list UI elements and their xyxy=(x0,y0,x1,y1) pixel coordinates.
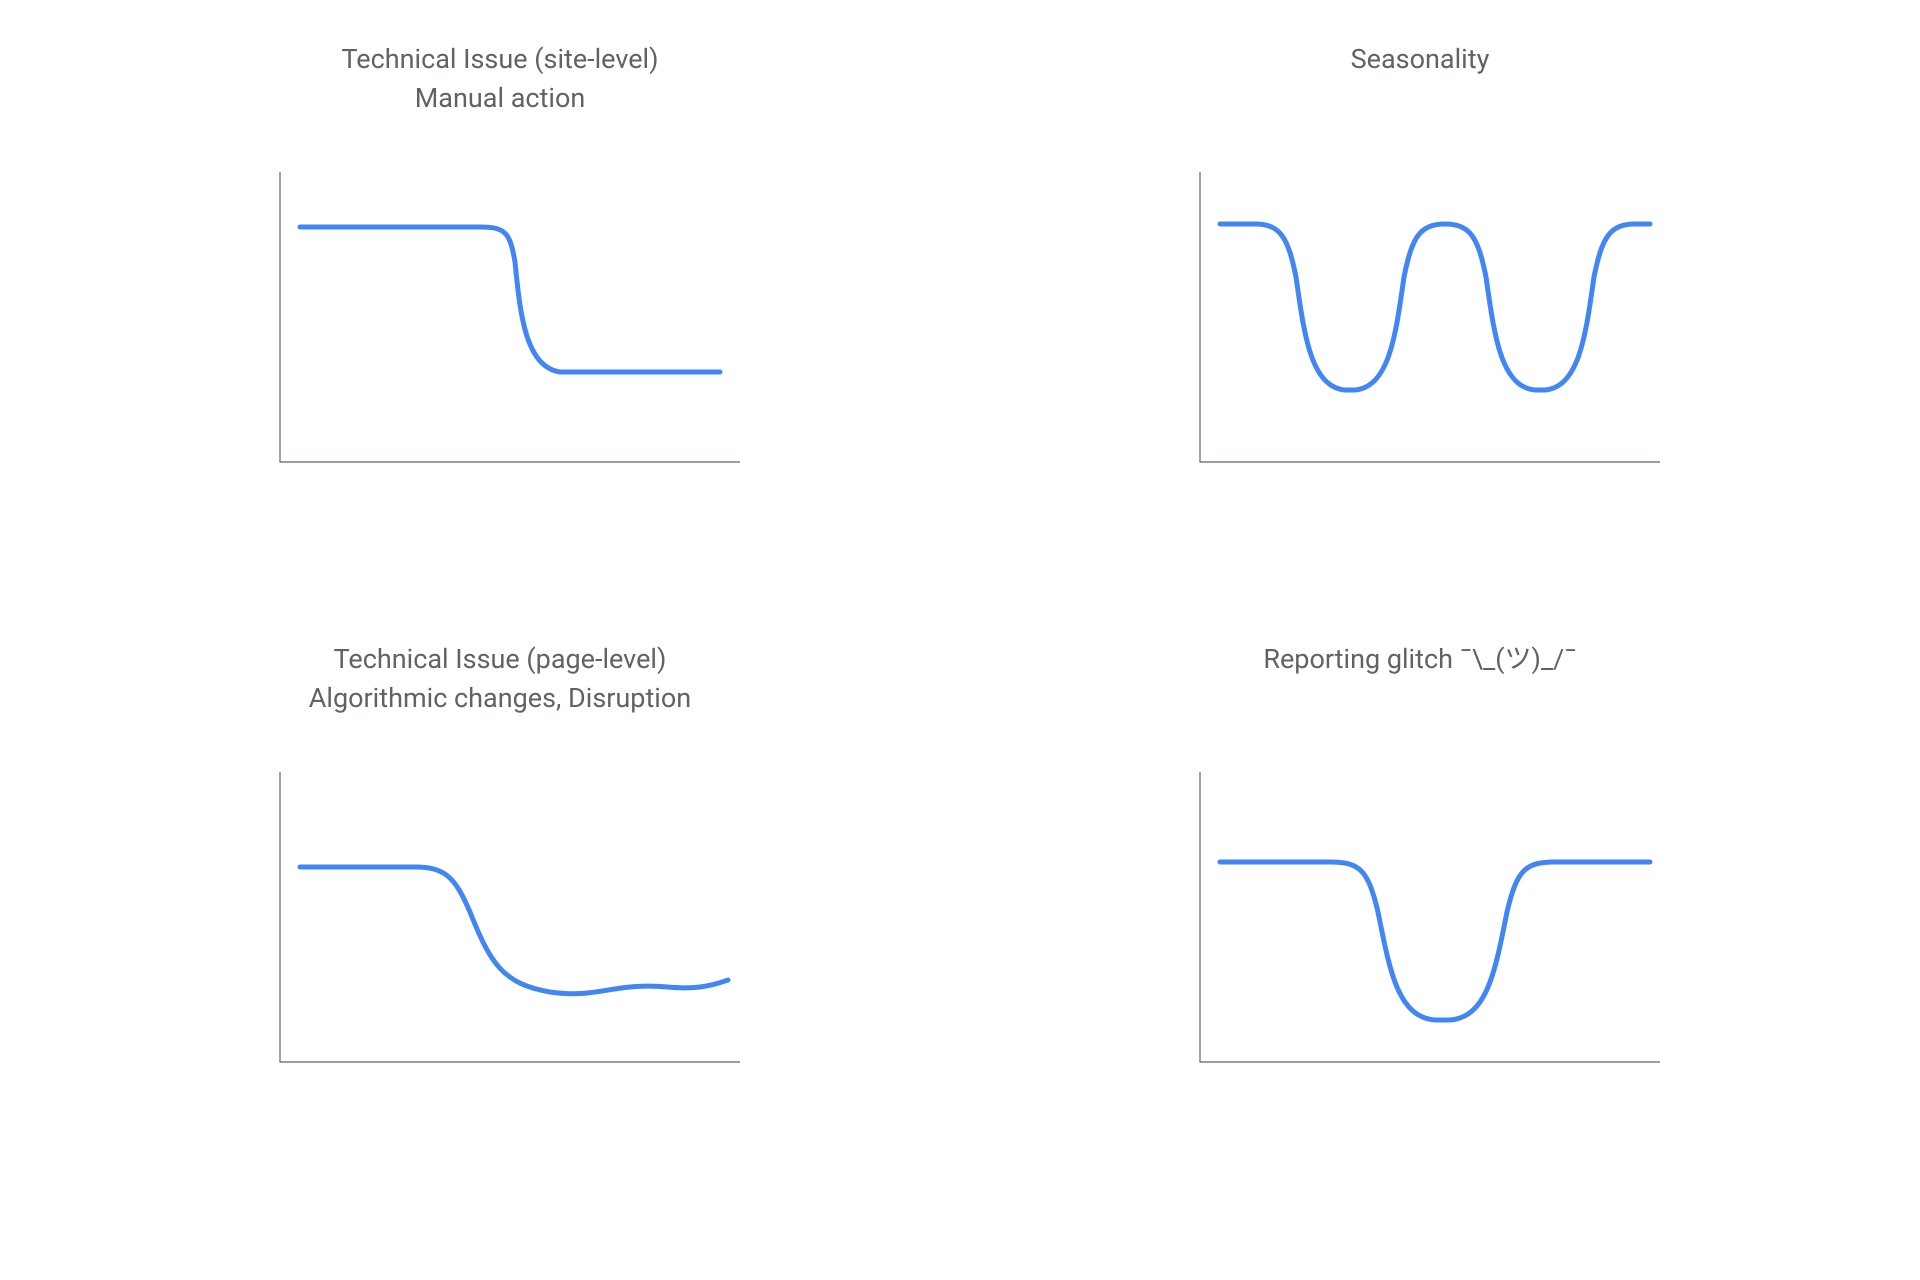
sparkline-reporting-glitch xyxy=(1170,762,1670,1082)
curve-site-level xyxy=(300,227,720,372)
axis-seasonality xyxy=(1200,172,1660,462)
panel-reporting-glitch: Reporting glitch ¯\_(ツ)_/¯ xyxy=(1040,640,1800,1200)
sparkline-seasonality xyxy=(1170,162,1670,482)
sparkline-page-level xyxy=(250,762,750,1082)
panel-title-seasonality: Seasonality xyxy=(1351,40,1490,120)
panel-site-level: Technical Issue (site-level) Manual acti… xyxy=(120,40,880,600)
chart-page-level xyxy=(250,762,750,1082)
chart-site-level xyxy=(250,162,750,482)
curve-seasonality xyxy=(1220,224,1650,390)
panel-seasonality: Seasonality xyxy=(1040,40,1800,600)
chart-grid: Technical Issue (site-level) Manual acti… xyxy=(0,0,1920,1280)
sparkline-site-level xyxy=(250,162,750,482)
axis-page-level xyxy=(280,772,740,1062)
chart-reporting-glitch xyxy=(1170,762,1670,1082)
axis-site-level xyxy=(280,172,740,462)
panel-title-site-level: Technical Issue (site-level) Manual acti… xyxy=(341,40,658,120)
panel-title-reporting-glitch: Reporting glitch ¯\_(ツ)_/¯ xyxy=(1263,640,1576,720)
panel-page-level: Technical Issue (page-level) Algorithmic… xyxy=(120,640,880,1200)
panel-title-page-level: Technical Issue (page-level) Algorithmic… xyxy=(309,640,691,720)
chart-seasonality xyxy=(1170,162,1670,482)
curve-page-level xyxy=(300,867,728,994)
curve-reporting-glitch xyxy=(1220,862,1650,1020)
